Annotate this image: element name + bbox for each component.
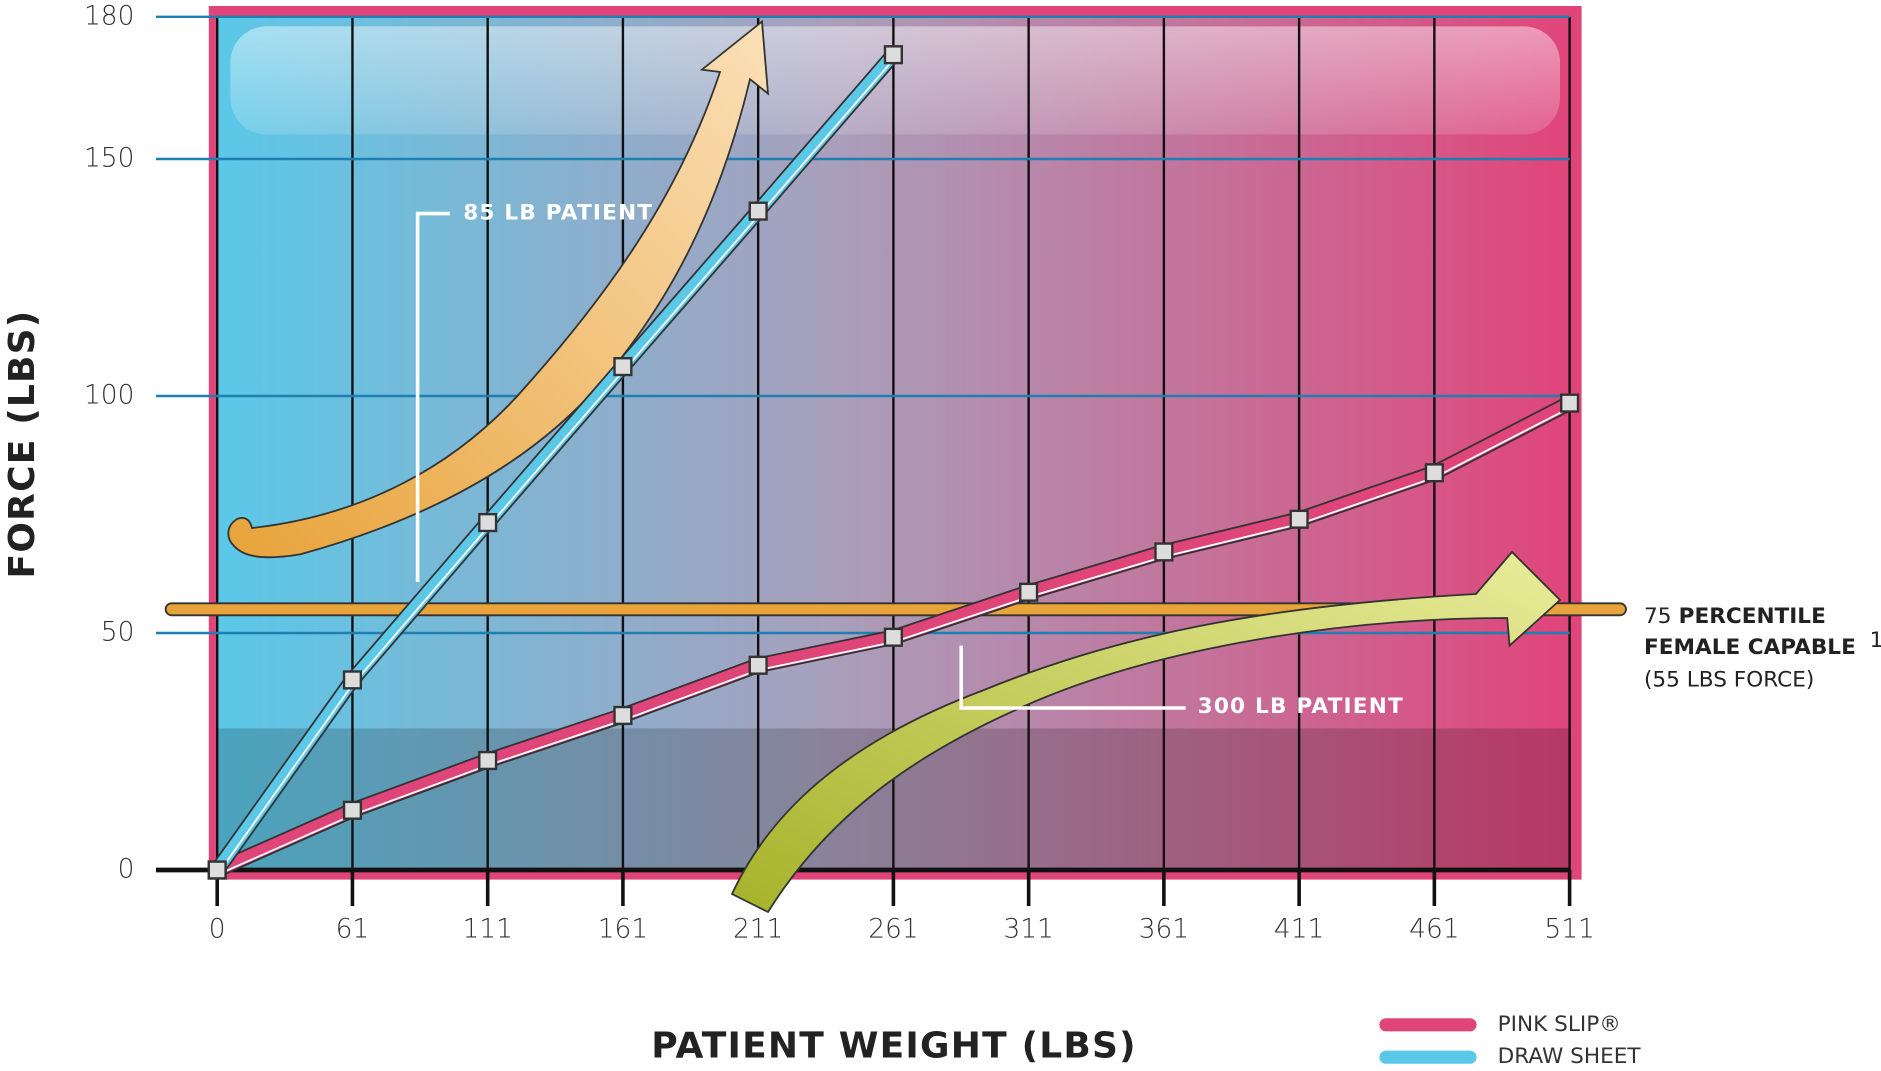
marker [342,800,363,820]
x-tick-label: 311 [1003,914,1053,945]
gloss [230,26,1561,135]
annotation: 85 LB PATIENT [463,201,653,226]
threshold-line [164,602,1627,617]
marker [883,627,904,647]
marker [613,357,633,377]
y-tick-label: 150 [84,143,134,174]
annotation-bracket [959,645,1186,710]
series-highlight [216,58,895,876]
marker [613,705,633,726]
marker [1289,509,1309,529]
y-tick-label: 50 [101,617,135,648]
marker [748,655,768,675]
x-tick-label: 211 [733,914,783,945]
x-tick-label: 111 [462,914,512,945]
arrow-85 [227,19,770,559]
marker [748,201,768,221]
marker [478,512,498,533]
annotation-bracket [415,211,451,583]
threshold-label: 75 PERCENTILE [1644,604,1826,629]
marker [1560,393,1580,413]
series-line [212,50,898,874]
x-tick-label: 461 [1409,914,1459,945]
threshold-note: (55 LBS FORCE) [1644,667,1814,692]
y-tick-label: 100 [84,380,134,411]
threshold-text: PERCENTILE [1679,604,1826,629]
threshold-label: FEMALE CAPABLE [1644,635,1856,660]
marker [207,860,227,880]
x-tick-label: 411 [1274,914,1324,945]
legend-label: DRAW SHEET [1498,1044,1642,1069]
x-axis-title: PATIENT WEIGHT (LBS) [651,1026,1137,1067]
x-tick-label: 61 [336,914,370,945]
threshold-text: 75 [1644,604,1671,629]
y-axis-title: FORCE (LBS) [2,310,43,579]
arrow-300 [730,550,1562,914]
y-tick-label: 180 [84,0,134,31]
y-tick-label: 0 [118,854,135,885]
marker [342,670,363,690]
annotation: 300 LB PATIENT [1198,694,1404,719]
marker [1424,463,1444,483]
marker [883,45,904,65]
x-tick-label: 0 [209,914,226,945]
x-tick-label: 161 [598,914,648,945]
legend-label: PINK SLIP® [1498,1012,1621,1037]
x-tick-label: 511 [1544,914,1594,945]
marker [478,750,498,771]
threshold-footnote: 1 [1870,628,1881,653]
marker [1019,582,1039,602]
x-tick-label: 361 [1139,914,1189,945]
x-tick-label: 261 [868,914,918,945]
marker [1154,542,1174,562]
